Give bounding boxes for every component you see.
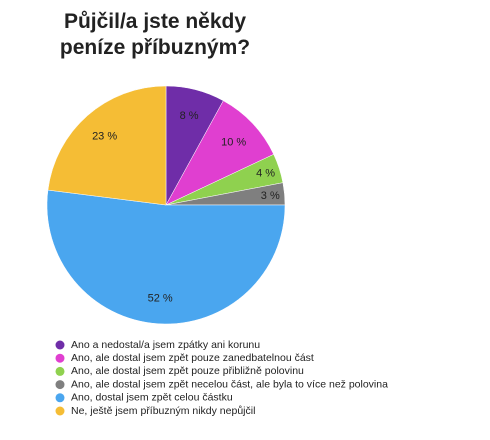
pie-slice — [47, 85, 167, 206]
legend-label: Ano a nedostal/a jsem zpátky ani korunu — [71, 339, 260, 351]
legend-label: Ano, ale dostal jsem zpět necelou část, … — [71, 378, 388, 390]
chart-title: peníze příbuzným? — [60, 36, 250, 59]
pie-slice — [165, 100, 275, 206]
value-label: 3 % — [261, 190, 280, 202]
pie-slice — [46, 189, 286, 325]
legend-label: Ano, ale dostal jsem zpět pouze zanedbat… — [71, 352, 314, 364]
legend-swatch — [55, 340, 65, 350]
legend-swatch — [55, 406, 65, 416]
value-label: 4 % — [256, 168, 275, 180]
value-label: 23 % — [92, 130, 117, 142]
legend-label: Ano, dostal jsem zpět celou částku — [71, 392, 233, 404]
chart-title: Půjčil/a jste někdy — [64, 10, 246, 33]
legend-label: Ne, ještě jsem příbuzným nikdy nepůjčil — [71, 405, 255, 417]
legend-swatch — [55, 366, 65, 376]
legend-label: Ano, ale dostal jsem zpět pouze přibližn… — [71, 365, 304, 377]
legend-swatch — [55, 380, 65, 390]
legend-swatch — [55, 353, 65, 363]
legend-swatch — [55, 393, 65, 403]
value-label: 10 % — [221, 136, 246, 148]
value-label: 52 % — [148, 293, 173, 305]
value-label: 8 % — [180, 110, 199, 122]
